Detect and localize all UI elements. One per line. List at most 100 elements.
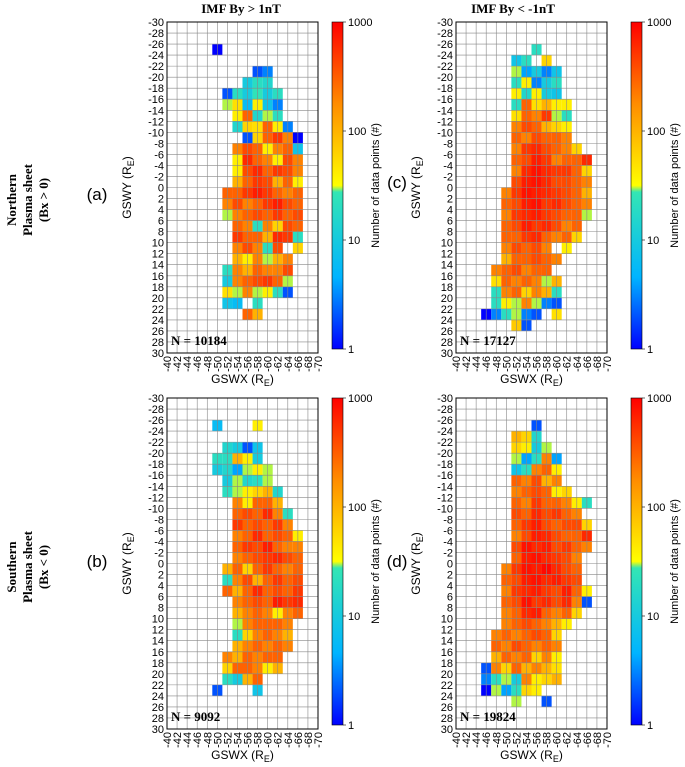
x-tick-label: -58 [542,732,554,748]
y-tick-label: 16 [441,271,453,283]
y-tick-label: 26 [441,702,453,714]
x-tick-label: -68 [303,356,315,372]
plot-frame [455,397,608,730]
x-tick-label: -60 [263,356,275,372]
y-tick-label: 30 [441,724,453,736]
x-tick-label: -44 [471,356,483,372]
y-tick-label: -10 [437,127,453,139]
colorbar: 1000 100 10 1 Number of data points (#) [331,17,382,356]
y-tick-label: 12 [152,625,164,637]
y-tick-label: 28 [152,337,164,349]
x-tick-label: -48 [491,356,503,372]
y-tick-label: -20 [148,72,164,84]
x-tick-label: -46 [192,732,204,748]
y-tick-label: -24 [437,50,453,62]
y-tick-label: -12 [148,492,164,504]
x-tick-label: -48 [491,732,503,748]
y-tick-label: 2 [447,570,453,582]
y-tick-label: -18 [148,459,164,471]
y-tick-label: -18 [148,83,164,95]
n-count-label: N = 17127 [460,333,516,348]
x-tick-label: -56 [243,356,255,372]
y-tick-label: 18 [441,658,453,670]
y-tick-label: 14 [152,636,164,648]
x-tick-label: -50 [501,732,513,748]
y-tick-label: -18 [437,83,453,95]
y-tick-label: 22 [152,680,164,692]
x-tick-label: -62 [273,356,285,372]
x-tick-label: -48 [202,356,214,372]
y-tick-label: 14 [441,260,453,272]
y-tick-label: 12 [441,249,453,261]
x-tick-label: -42 [172,732,184,748]
x-tick-label: -70 [602,732,614,748]
y-tick-label: 6 [158,216,164,228]
y-tick-label: -2 [443,171,453,183]
y-tick-label: -12 [437,492,453,504]
x-tick-label: -64 [572,732,584,748]
panel-letter: (a) [87,185,108,204]
plot-frame [455,21,608,354]
y-tick-label: 24 [441,315,453,327]
x-tick-label: -44 [471,732,483,748]
x-tick-label: -68 [592,732,604,748]
y-tick-label: -22 [437,61,453,73]
y-tick-label: -28 [437,404,453,416]
x-axis-label: GSWX (RE) [211,372,274,388]
colorbar-tick-label: 1000 [348,17,372,29]
x-tick-label: -58 [542,356,554,372]
x-tick-label: -68 [303,732,315,748]
n-count-label: N = 19824 [460,709,516,724]
x-tick-label: -64 [283,356,295,372]
x-tick-label: -40 [451,732,463,748]
y-tick-label: -26 [148,39,164,51]
y-tick-label: 16 [152,647,164,659]
y-tick-label: 12 [152,249,164,261]
x-tick-label: -40 [451,356,463,372]
svg-text:Plasma sheet: Plasma sheet [20,163,35,236]
y-tick-label: -16 [148,94,164,106]
y-tick-label: 12 [441,625,453,637]
x-tick-label: -58 [253,732,265,748]
x-tick-label: -64 [283,732,295,748]
x-axis-label: GSWX (RE) [500,748,563,764]
x-tick-label: -54 [521,356,533,372]
colorbar-tick-label: 10 [348,235,360,247]
y-tick-label: -6 [154,525,164,537]
x-tick-label: -50 [212,356,224,372]
y-tick-label: -24 [148,426,164,438]
x-tick-label: -54 [521,732,533,748]
y-tick-label: 26 [152,702,164,714]
y-tick-label: 6 [158,592,164,604]
colorbar-tick-label: 1000 [348,393,372,405]
x-tick-label: -40 [162,732,174,748]
y-tick-label: 10 [152,238,164,250]
y-tick-label: -16 [437,470,453,482]
plot-frame [166,397,319,730]
row-title-southern: Southern Plasma sheet (Bx < 0) [4,530,51,603]
x-tick-label: -66 [293,732,305,748]
y-axis-label: GSWY (RE) [120,156,136,218]
y-tick-label: 4 [447,581,453,593]
y-tick-label: 18 [152,282,164,294]
y-tick-label: -24 [148,50,164,62]
y-tick-label: -26 [437,415,453,427]
n-count-label: N = 9092 [171,709,220,724]
svg-text:Plasma sheet: Plasma sheet [20,530,35,603]
x-tick-label: -62 [562,356,574,372]
y-tick-label: 20 [152,293,164,305]
y-tick-label: 16 [441,647,453,659]
y-tick-label: 2 [158,194,164,206]
y-tick-label: 30 [441,348,453,360]
colorbar-tick-label: 100 [647,502,665,514]
y-tick-label: -2 [154,171,164,183]
y-tick-label: 30 [152,348,164,360]
colorbar-label: Number of data points (#) [370,123,382,248]
y-tick-label: -6 [443,149,453,161]
y-tick-label: -20 [148,448,164,460]
y-tick-label: -26 [437,39,453,51]
svg-text:Northern: Northern [4,173,19,226]
y-tick-label: 14 [152,260,164,272]
x-tick-label: -64 [572,356,584,372]
grid [166,21,319,354]
